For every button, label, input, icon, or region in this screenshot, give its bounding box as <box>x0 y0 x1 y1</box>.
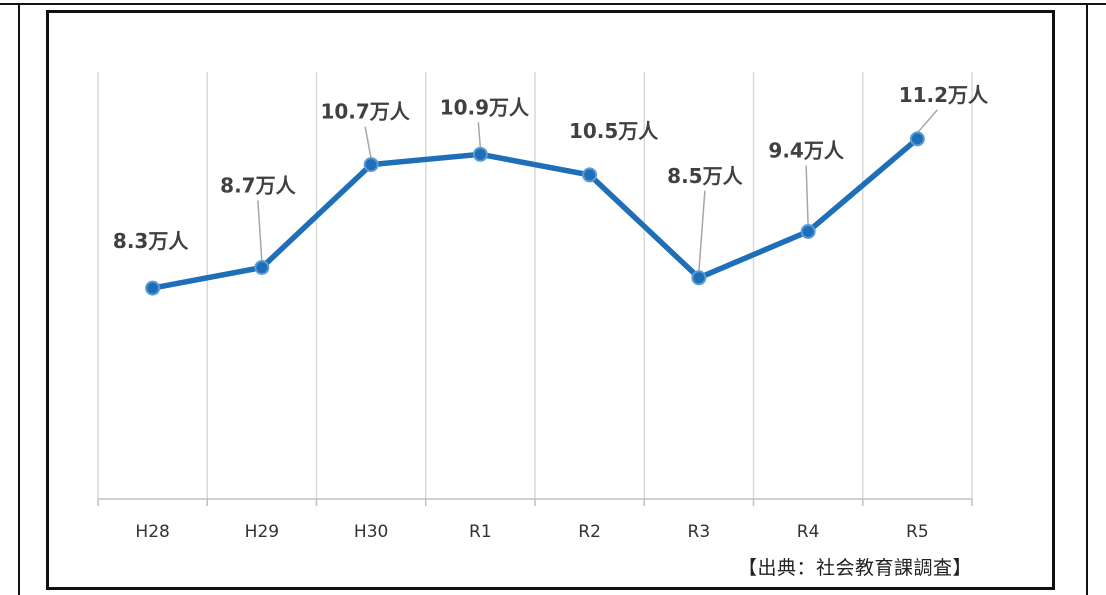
series-line <box>149 136 921 291</box>
data-point <box>145 280 161 296</box>
x-tick-label: R5 <box>906 522 929 542</box>
source-note: 【出典：社会教育課調査】 <box>738 557 973 579</box>
data-label: 8.5万人 <box>667 164 743 188</box>
data-label-leader <box>805 165 809 226</box>
data-label: 10.5万人 <box>569 119 659 143</box>
x-tick-label: H28 <box>135 522 169 542</box>
data-label-leader <box>257 200 263 262</box>
x-tick-label: H29 <box>245 522 279 542</box>
data-label-leader <box>916 109 938 134</box>
data-point <box>363 157 379 173</box>
x-tick-label: R3 <box>688 522 711 542</box>
chart-container <box>46 10 1055 590</box>
data-point <box>582 167 598 183</box>
data-label: 10.7万人 <box>320 100 410 124</box>
x-tick-label: R4 <box>797 522 820 542</box>
data-label: 9.4万人 <box>768 138 844 162</box>
data-point <box>909 131 925 147</box>
data-point <box>691 270 707 286</box>
top-border-line <box>0 3 1106 5</box>
left-border-line <box>18 3 20 595</box>
data-label: 11.2万人 <box>899 83 989 107</box>
data-label-leader <box>364 126 372 159</box>
data-label: 8.7万人 <box>220 173 296 197</box>
x-tick-label: R2 <box>578 522 601 542</box>
x-tick-label: R1 <box>469 522 492 542</box>
data-label: 10.9万人 <box>440 95 530 119</box>
data-point <box>472 146 488 162</box>
data-point <box>254 259 270 275</box>
data-label-leader <box>477 122 482 149</box>
data-point <box>800 223 816 239</box>
x-tick-label: H30 <box>354 522 388 542</box>
data-label: 8.3万人 <box>113 229 189 253</box>
data-label-leader <box>698 190 706 272</box>
right-border-line <box>1086 3 1088 595</box>
